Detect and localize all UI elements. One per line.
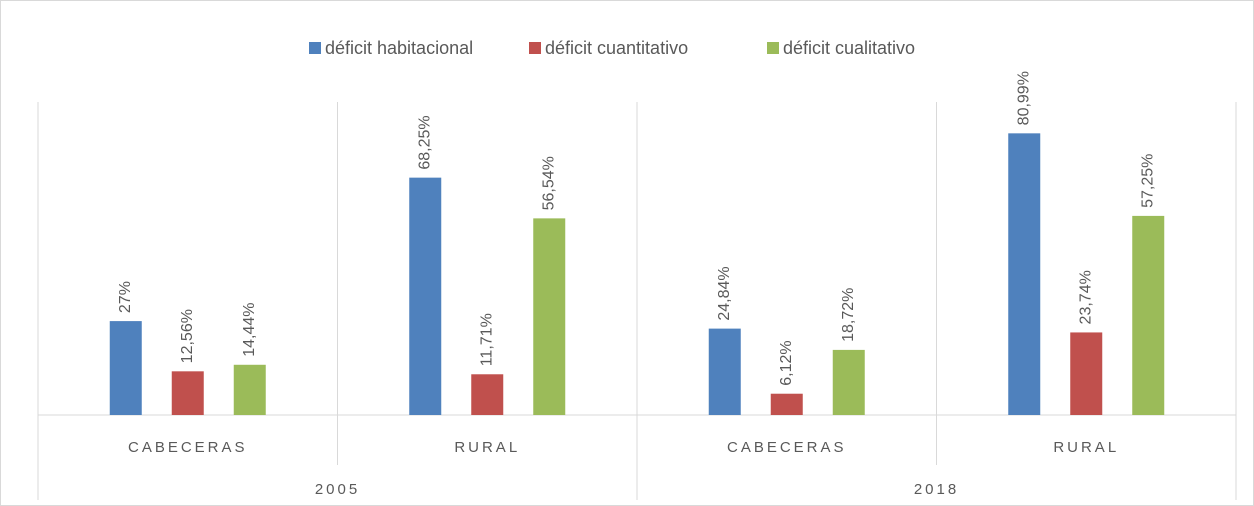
x-tick-label: RURAL: [1053, 439, 1119, 456]
bar: [832, 349, 865, 415]
legend-swatch: [529, 42, 541, 54]
bar: [409, 177, 442, 415]
value-label: 6,12%: [778, 340, 795, 385]
value-label: 23,74%: [1077, 270, 1094, 324]
bar: [471, 374, 504, 415]
bar: [1132, 215, 1165, 415]
value-label: 14,44%: [241, 303, 258, 357]
group-label: 2005: [315, 481, 360, 498]
value-label: 80,99%: [1015, 71, 1032, 125]
value-label: 18,72%: [840, 288, 857, 342]
value-label: 12,56%: [179, 309, 196, 363]
value-label: 11,71%: [478, 313, 495, 366]
legend-swatch: [309, 42, 321, 54]
bar: [171, 371, 204, 415]
value-label: 57,25%: [1139, 154, 1156, 208]
group-label: 2018: [914, 481, 959, 498]
bar: [533, 218, 566, 415]
bar: [770, 393, 803, 415]
bar: [233, 364, 266, 415]
value-label: 24,84%: [716, 266, 733, 320]
bar: [708, 328, 741, 415]
legend-label: déficit cualitativo: [783, 38, 915, 58]
legend-swatch: [767, 42, 779, 54]
legend-label: déficit habitacional: [325, 38, 473, 58]
value-label: 56,54%: [540, 156, 557, 210]
x-tick-label: CABECERAS: [128, 439, 248, 456]
bar: [109, 321, 142, 415]
value-label: 27%: [117, 281, 134, 313]
bar: [1008, 133, 1041, 415]
legend-label: déficit cuantitativo: [545, 38, 688, 58]
x-tick-label: RURAL: [454, 439, 520, 456]
value-label: 68,25%: [416, 115, 433, 169]
bar: [1070, 332, 1103, 415]
x-tick-label: CABECERAS: [727, 439, 847, 456]
